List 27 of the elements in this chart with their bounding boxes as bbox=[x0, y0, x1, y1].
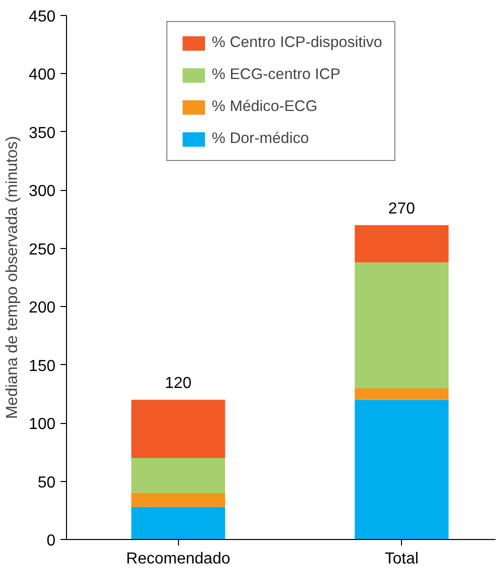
y-tick-label: 150 bbox=[28, 358, 56, 375]
bar bbox=[131, 458, 226, 493]
y-tick-label: 200 bbox=[28, 300, 56, 317]
y-tick-label: 350 bbox=[28, 124, 56, 142]
x-tick-label: Recomendado bbox=[126, 550, 230, 568]
bar bbox=[131, 400, 226, 458]
bar bbox=[354, 400, 449, 540]
bar bbox=[354, 388, 449, 400]
bar bbox=[354, 262, 449, 388]
y-tick-label: 450 bbox=[28, 8, 56, 26]
legend-label: % Médico-ECG bbox=[212, 98, 318, 116]
bar bbox=[131, 492, 226, 507]
legend-label: % Dor-médico bbox=[212, 130, 309, 148]
y-tick-label: 0 bbox=[46, 532, 56, 550]
legend-label: % Centro ICP-dispositivo bbox=[212, 34, 382, 52]
bar bbox=[131, 506, 226, 540]
x-tick-label: Total bbox=[384, 550, 419, 568]
total-label: 270 bbox=[388, 200, 416, 218]
y-tick-label: 100 bbox=[28, 416, 56, 434]
y-tick-label: 50 bbox=[38, 474, 56, 492]
y-tick-label: 250 bbox=[28, 241, 56, 258]
y-tick-label: 300 bbox=[28, 183, 56, 200]
total-label: 120 bbox=[164, 375, 192, 392]
legend-label: % ECG-centro ICP bbox=[212, 66, 340, 84]
bar bbox=[354, 225, 449, 262]
y-tick-label: 400 bbox=[28, 66, 56, 84]
y-axis-title: Mediana de tempo observada (minutos) bbox=[4, 136, 21, 419]
